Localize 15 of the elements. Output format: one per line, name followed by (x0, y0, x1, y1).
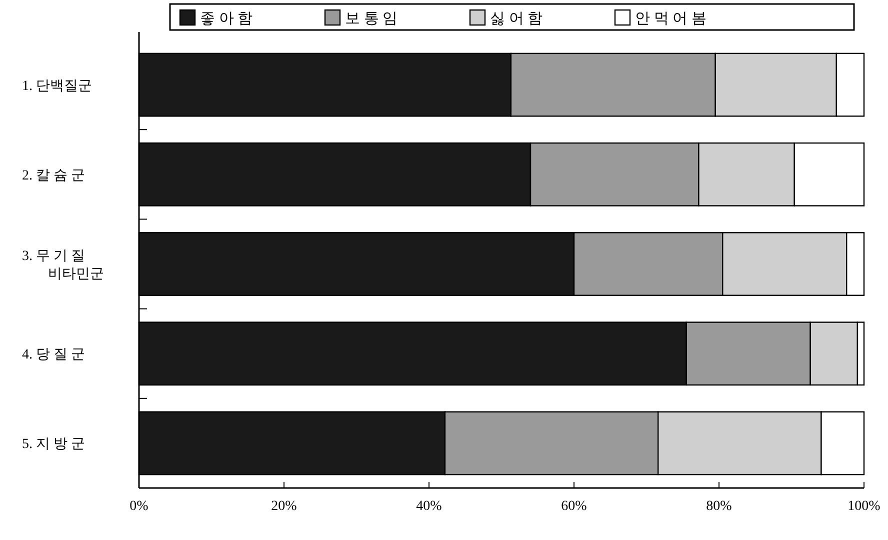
x-tick-label: 80% (706, 499, 732, 514)
x-tick-label: 20% (271, 499, 298, 514)
y-tick-label: 2. 칼 슘 군 (22, 168, 85, 184)
legend-label: 안 먹 어 봄 (635, 11, 706, 27)
y-tick-label: 1. 단백질군 (22, 78, 92, 94)
legend-label: 좋 아 함 (200, 11, 252, 27)
y-tick-label: 5. 지 방 군 (22, 437, 85, 452)
legend-label: 싫 어 함 (490, 11, 542, 27)
x-tick-label: 100% (848, 499, 881, 514)
y-tick-label: 4. 당 질 군 (22, 348, 85, 363)
x-tick-label: 60% (561, 499, 588, 514)
legend-label: 보 통 임 (345, 11, 398, 27)
y-tick-label: 3. 무 기 질 비타민군 (22, 249, 104, 282)
x-tick-label: 40% (416, 499, 442, 514)
x-tick-label: 0% (130, 499, 149, 514)
